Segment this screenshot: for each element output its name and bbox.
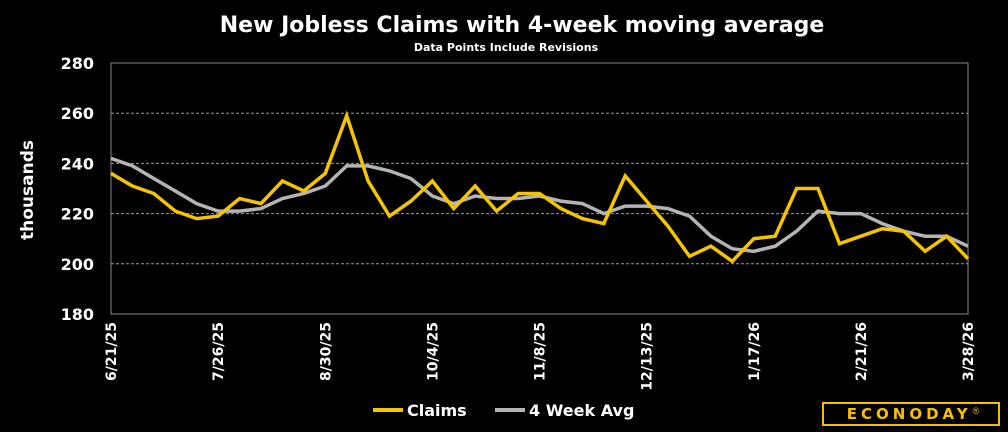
x-tick-labels: 6/21/25 7/26/25 8/30/25 10/4/25 11/8/25 12/13…	[104, 322, 977, 391]
legend: Claims 4 Week Avg	[373, 401, 634, 420]
x-tick-label: 2/21/26	[854, 322, 870, 381]
x-tick-label: 11/8/25	[533, 322, 549, 381]
y-tick-label: 180	[61, 305, 94, 324]
chart-subtitle: Data Points Include Revisions	[414, 41, 599, 54]
series-lines	[110, 110, 970, 264]
series-line-claims	[110, 110, 970, 264]
chart-title: New Jobless Claims with 4-week moving av…	[220, 13, 824, 38]
series-line-4-week-avg	[110, 156, 969, 254]
y-tick-label: 240	[61, 154, 94, 173]
x-tick-label: 10/4/25	[425, 322, 441, 381]
brand-text: ECONODAY	[846, 405, 972, 423]
y-tick-label: 280	[61, 54, 94, 73]
y-tick-label: 200	[61, 255, 94, 274]
y-tick-labels: 180 200 220 240 260 280	[61, 54, 94, 324]
x-tick-label: 8/30/25	[318, 322, 334, 381]
y-tick-label: 220	[61, 205, 94, 224]
x-tick-label: 1/17/26	[747, 322, 763, 381]
registered-mark: ®	[972, 406, 980, 416]
legend-label: 4 Week Avg	[529, 401, 634, 420]
y-tick-label: 260	[61, 104, 94, 123]
plot-area	[110, 62, 969, 315]
x-tick-label: 6/21/25	[104, 322, 120, 381]
x-tick-label: 3/28/26	[961, 322, 977, 381]
legend-label: Claims	[407, 401, 467, 420]
x-tick-label: 12/13/25	[640, 322, 656, 391]
gridlines	[111, 112, 968, 265]
x-tick-label: 7/26/25	[211, 322, 227, 381]
y-axis-label: thousands	[18, 140, 38, 240]
econoday-logo: ECONODAY ®	[822, 402, 1000, 426]
